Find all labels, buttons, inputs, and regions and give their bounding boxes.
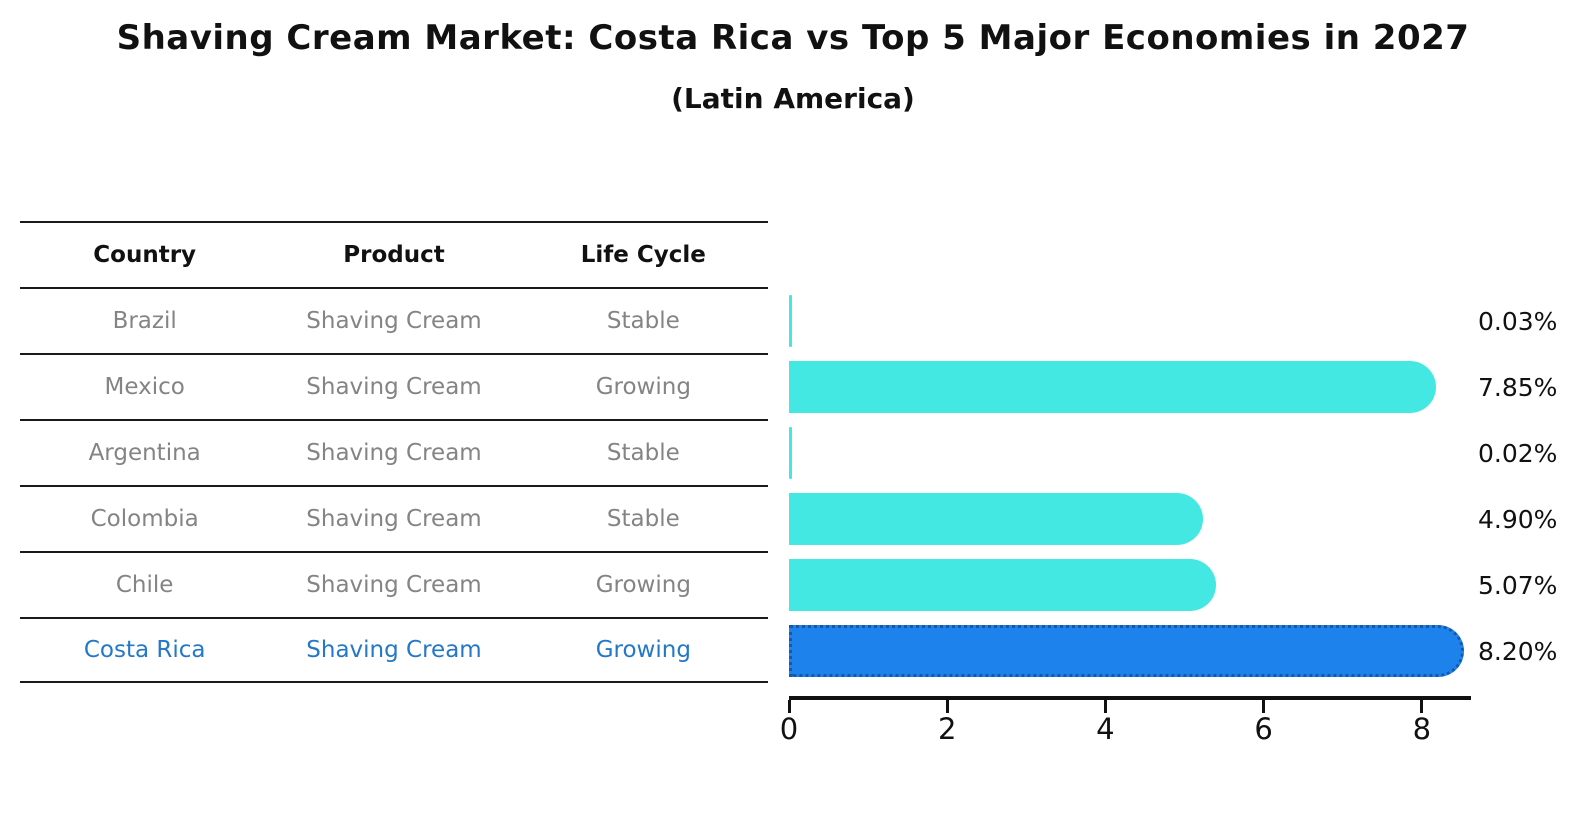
table-cell-life-cycle: Growing	[595, 572, 691, 598]
table-cell-product: Shaving Cream	[306, 506, 482, 532]
bar-row-chile	[789, 552, 1471, 618]
table-cell-life-cycle: Stable	[606, 308, 680, 334]
table-cell-life-cycle: Stable	[606, 440, 680, 466]
table-row-colombia: Colombia Shaving Cream Stable	[20, 485, 768, 551]
x-axis-tick-label: 8	[1412, 712, 1432, 746]
x-axis-tick	[787, 700, 791, 713]
bar-mexico	[789, 361, 1436, 413]
bar-chile	[789, 559, 1217, 611]
x-axis	[789, 696, 1471, 700]
table-cell-life-cycle: Growing	[595, 637, 691, 663]
bar-brazil	[789, 295, 792, 347]
table-cell-life-cycle: Stable	[606, 506, 680, 532]
table-cell-country: Colombia	[90, 506, 199, 532]
value-label-argentina: 0.02%	[1478, 438, 1558, 468]
table-cell-life-cycle: Growing	[595, 374, 691, 400]
table-cell-product: Shaving Cream	[306, 308, 482, 334]
bar-argentina	[789, 427, 792, 479]
bar-row-brazil	[789, 288, 1471, 354]
value-label-chile: 5.07%	[1478, 570, 1558, 600]
bar-row-costa-rica	[789, 618, 1471, 684]
table-header-life-cycle: Life Cycle	[580, 242, 706, 268]
table-cell-product: Shaving Cream	[306, 637, 482, 663]
table-cell-country: Costa Rica	[83, 637, 206, 663]
table-row-chile: Chile Shaving Cream Growing	[20, 551, 768, 617]
bar-costa-rica	[789, 625, 1464, 677]
x-axis-tick-label: 0	[779, 712, 799, 746]
table-header-row: Country Product Life Cycle	[20, 221, 768, 287]
table-cell-product: Shaving Cream	[306, 572, 482, 598]
bar-row-mexico	[789, 354, 1471, 420]
x-axis-tick-label: 4	[1096, 712, 1115, 746]
bar-plot	[789, 288, 1471, 684]
value-label-colombia: 4.90%	[1478, 504, 1558, 534]
table-header-product: Product	[343, 242, 445, 268]
chart-title: Shaving Cream Market: Costa Rica vs Top …	[116, 18, 1470, 58]
table-row-costa-rica: Costa Rica Shaving Cream Growing	[20, 617, 768, 683]
table-cell-country: Argentina	[88, 440, 201, 466]
x-axis-tick-label: 6	[1254, 712, 1273, 746]
table-row-argentina: Argentina Shaving Cream Stable	[20, 419, 768, 485]
bar-row-colombia	[789, 486, 1471, 552]
bar-colombia	[789, 493, 1203, 545]
table-cell-product: Shaving Cream	[306, 374, 482, 400]
value-label-brazil: 0.03%	[1478, 306, 1558, 336]
table-cell-product: Shaving Cream	[306, 440, 482, 466]
country-info-table: Country Product Life Cycle Brazil Shavin…	[20, 221, 768, 683]
x-axis-tick	[945, 700, 949, 713]
x-axis-tick-label: 2	[937, 712, 957, 746]
x-axis-tick	[1420, 700, 1424, 713]
table-row-brazil: Brazil Shaving Cream Stable	[20, 287, 768, 353]
x-axis-tick	[1262, 700, 1266, 713]
table-header-country: Country	[93, 242, 197, 268]
chart-subtitle: (Latin America)	[671, 82, 915, 115]
value-label-mexico: 7.85%	[1478, 372, 1558, 402]
value-label-costa-rica: 8.20%	[1478, 636, 1558, 666]
table-cell-country: Brazil	[112, 308, 177, 334]
table-row-mexico: Mexico Shaving Cream Growing	[20, 353, 768, 419]
table-cell-country: Chile	[115, 572, 174, 598]
table-cell-country: Mexico	[104, 374, 185, 400]
x-axis-tick	[1103, 700, 1107, 713]
bar-row-argentina	[789, 420, 1471, 486]
